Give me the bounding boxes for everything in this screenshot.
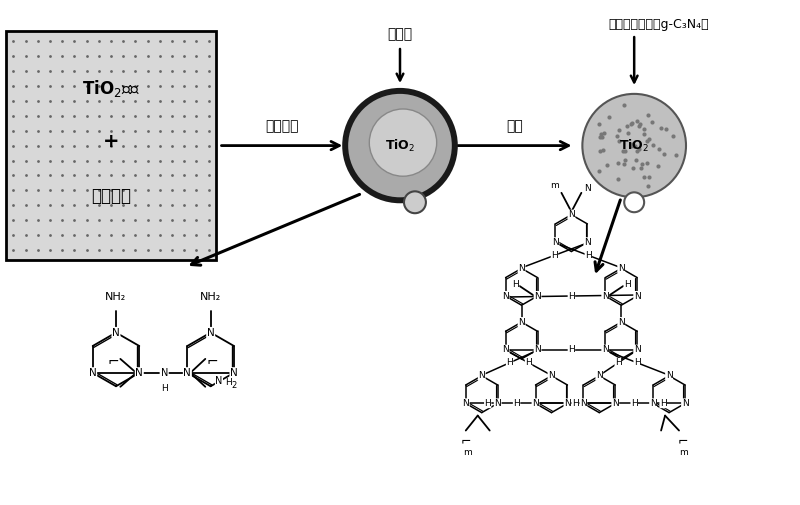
- Text: N: N: [548, 371, 555, 380]
- Text: N: N: [215, 376, 222, 386]
- Text: N: N: [112, 328, 120, 337]
- Text: m: m: [550, 181, 559, 190]
- Text: N: N: [634, 291, 641, 300]
- Text: N: N: [584, 184, 591, 193]
- Text: N: N: [206, 328, 214, 337]
- Text: H: H: [568, 291, 574, 300]
- Text: N: N: [518, 264, 525, 273]
- Text: 2: 2: [231, 381, 237, 390]
- Text: 三聚氰胺: 三聚氰胺: [91, 187, 131, 205]
- Text: +: +: [102, 131, 119, 150]
- Text: N: N: [161, 368, 168, 378]
- Text: N: N: [502, 291, 509, 300]
- Text: 石墨相氮化碳（g-C₃N₄）: 石墨相氮化碳（g-C₃N₄）: [609, 18, 710, 31]
- Text: H: H: [568, 345, 574, 354]
- Text: N: N: [650, 399, 657, 408]
- Text: H: H: [615, 358, 622, 367]
- Text: 煅烧: 煅烧: [506, 120, 523, 134]
- Text: N: N: [532, 399, 539, 408]
- Text: ⌐: ⌐: [678, 434, 688, 447]
- Text: N: N: [634, 345, 641, 354]
- Text: N: N: [462, 399, 469, 408]
- Text: TiO$_2$: TiO$_2$: [619, 137, 650, 154]
- Circle shape: [348, 94, 452, 197]
- Text: NH₂: NH₂: [200, 292, 222, 301]
- Text: N: N: [230, 368, 238, 378]
- Text: H: H: [506, 358, 513, 367]
- Text: NH₂: NH₂: [106, 292, 126, 301]
- Text: 水热反应: 水热反应: [265, 120, 298, 134]
- Text: H: H: [572, 399, 578, 408]
- Text: N: N: [478, 371, 485, 380]
- Text: N: N: [183, 368, 191, 378]
- Text: H: H: [226, 378, 232, 387]
- Text: N: N: [502, 345, 509, 354]
- Text: H: H: [161, 384, 168, 393]
- Text: H: H: [525, 358, 532, 367]
- Text: N: N: [602, 291, 609, 300]
- Text: N: N: [682, 399, 689, 408]
- Text: TiO$_2$: TiO$_2$: [385, 137, 415, 154]
- Text: H: H: [512, 280, 519, 288]
- Text: N: N: [568, 210, 574, 219]
- Text: m: m: [678, 448, 687, 458]
- Text: H: H: [514, 399, 520, 408]
- Text: H: H: [631, 399, 638, 408]
- Text: N: N: [618, 264, 625, 273]
- Text: H: H: [624, 280, 630, 288]
- Text: m: m: [463, 448, 472, 458]
- Text: N: N: [89, 368, 97, 378]
- Text: N: N: [666, 371, 673, 380]
- Text: N: N: [552, 238, 559, 247]
- Text: N: N: [584, 238, 590, 247]
- Circle shape: [370, 109, 437, 176]
- Text: N: N: [618, 318, 625, 327]
- Text: N: N: [602, 345, 609, 354]
- Text: ⌐: ⌐: [461, 434, 471, 447]
- Circle shape: [342, 88, 458, 204]
- Text: H: H: [484, 399, 491, 408]
- Text: H: H: [660, 399, 666, 408]
- Text: N: N: [534, 345, 541, 354]
- Circle shape: [582, 94, 686, 197]
- Text: ⌐: ⌐: [107, 354, 119, 368]
- Text: H: H: [585, 251, 592, 260]
- Text: N: N: [596, 371, 602, 380]
- Text: N: N: [135, 368, 143, 378]
- Text: TiO$_2$溶胶: TiO$_2$溶胶: [82, 78, 140, 99]
- Text: N: N: [534, 291, 541, 300]
- Text: ⌐: ⌐: [206, 354, 218, 368]
- Circle shape: [624, 192, 644, 212]
- Text: H: H: [551, 251, 558, 260]
- Text: 密勒胺: 密勒胺: [387, 27, 413, 41]
- Text: H: H: [634, 358, 641, 367]
- Text: N: N: [580, 399, 586, 408]
- Text: N: N: [564, 399, 571, 408]
- Text: N: N: [518, 318, 525, 327]
- Circle shape: [404, 191, 426, 213]
- Bar: [6, 31, 216, 260]
- Text: N: N: [612, 399, 618, 408]
- Text: N: N: [494, 399, 501, 408]
